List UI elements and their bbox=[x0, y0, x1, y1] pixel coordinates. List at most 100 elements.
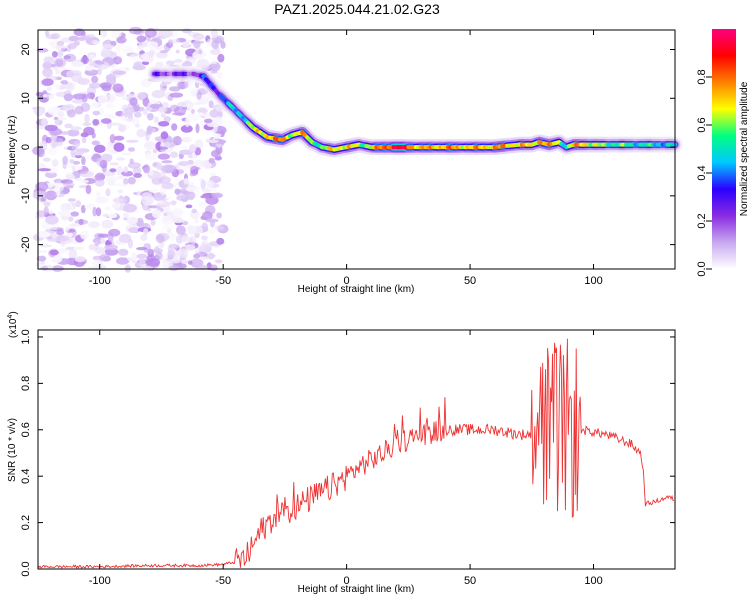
noise-blob bbox=[183, 178, 189, 185]
noise-blob bbox=[123, 166, 128, 173]
noise-blob bbox=[171, 38, 180, 44]
x-tick-label: -100 bbox=[89, 275, 111, 287]
spectrogram-ridge bbox=[146, 65, 683, 158]
snr-line bbox=[37, 338, 674, 569]
noise-blob bbox=[194, 80, 200, 89]
noise-blob bbox=[159, 29, 173, 38]
noise-blob bbox=[155, 234, 165, 244]
noise-blob bbox=[88, 53, 96, 59]
noise-blob bbox=[201, 235, 208, 240]
y-tick-label: 1.0 bbox=[20, 329, 32, 344]
noise-blob bbox=[209, 109, 220, 118]
noise-blob bbox=[118, 248, 129, 256]
noise-blob bbox=[64, 123, 73, 129]
noise-blob bbox=[173, 59, 183, 63]
noise-blob bbox=[206, 122, 218, 127]
noise-blob bbox=[136, 190, 141, 196]
noise-blob bbox=[159, 50, 169, 54]
noise-blob bbox=[65, 226, 70, 233]
noise-blob bbox=[73, 160, 81, 165]
noise-blob bbox=[151, 90, 166, 99]
noise-blob bbox=[112, 83, 124, 93]
noise-blob bbox=[62, 155, 68, 165]
noise-blob bbox=[209, 264, 218, 272]
noise-blob bbox=[116, 36, 127, 44]
noise-blob bbox=[74, 151, 84, 155]
noise-blob bbox=[81, 136, 87, 144]
noise-blob bbox=[157, 200, 165, 205]
noise-blob bbox=[116, 257, 130, 265]
chart-title: PAZ1.2025.044.21.02.G23 bbox=[274, 1, 440, 17]
noise-blob bbox=[196, 59, 210, 69]
noise-blob bbox=[71, 165, 77, 172]
noise-blob bbox=[138, 257, 146, 267]
noise-blob bbox=[215, 106, 227, 112]
noise-blob bbox=[88, 265, 103, 270]
noise-blob bbox=[154, 245, 160, 254]
noise-blob bbox=[116, 165, 123, 176]
noise-blob bbox=[43, 56, 55, 65]
noise-blob bbox=[74, 105, 84, 115]
noise-blob bbox=[72, 93, 87, 100]
noise-blob bbox=[83, 126, 95, 136]
noise-blob bbox=[214, 37, 223, 44]
noise-blob bbox=[36, 231, 51, 238]
noise-blob bbox=[42, 67, 53, 78]
noise-blob bbox=[113, 142, 125, 152]
noise-blob bbox=[88, 40, 94, 45]
noise-blob bbox=[115, 44, 122, 53]
noise-blob bbox=[105, 175, 118, 184]
noise-blob bbox=[71, 144, 79, 151]
noise-blob bbox=[179, 149, 194, 155]
noise-blob bbox=[136, 247, 148, 251]
noise-blob bbox=[178, 248, 189, 258]
noise-blob bbox=[171, 123, 178, 131]
noise-blob bbox=[209, 48, 221, 56]
noise-blob bbox=[38, 191, 47, 198]
noise-blob bbox=[127, 238, 134, 249]
snr-frame bbox=[37, 329, 676, 570]
noise-blob bbox=[72, 246, 85, 251]
noise-blob bbox=[182, 41, 190, 48]
snr-x-label: Height of straight line (km) bbox=[298, 584, 415, 595]
noise-blob bbox=[109, 134, 116, 144]
noise-blob bbox=[68, 249, 78, 259]
colorbar-tick-label: 0.4 bbox=[696, 165, 708, 180]
noise-blob bbox=[60, 202, 71, 212]
x-tick-label: 50 bbox=[464, 275, 476, 287]
noise-blob bbox=[70, 148, 76, 158]
y-tick-label: 20 bbox=[20, 43, 32, 55]
noise-blob bbox=[164, 78, 172, 85]
noise-blob bbox=[158, 176, 171, 184]
noise-blob bbox=[162, 102, 169, 108]
noise-blob bbox=[112, 202, 120, 210]
noise-blob bbox=[189, 210, 200, 220]
noise-blob bbox=[95, 174, 100, 181]
noise-blob bbox=[57, 50, 64, 58]
noise-blob bbox=[85, 184, 92, 195]
noise-blob bbox=[47, 147, 57, 155]
noise-blob bbox=[214, 156, 223, 161]
snr-panel: -100 -50 0 50 100 0.0 0.2 0.4 0.6 0.8 1.0 Height o… bbox=[7, 311, 676, 595]
noise-blob bbox=[190, 109, 195, 114]
noise-blob bbox=[170, 257, 181, 264]
noise-blob bbox=[171, 218, 185, 223]
noise-blob bbox=[94, 144, 106, 153]
noise-blob bbox=[92, 206, 97, 217]
noise-blob bbox=[189, 144, 197, 153]
noise-blob bbox=[198, 144, 204, 148]
snr-multiplier: (x104) bbox=[7, 311, 19, 338]
noise-blob bbox=[202, 93, 214, 99]
colorbar: 0.0 0.2 0.4 0.6 0.8 Normalized spectral ampl… bbox=[696, 29, 750, 277]
noise-blob bbox=[178, 161, 190, 166]
noise-blob bbox=[94, 247, 107, 255]
noise-blob bbox=[46, 225, 58, 230]
noise-blob bbox=[127, 176, 136, 185]
noise-blob bbox=[147, 113, 154, 121]
noise-blob bbox=[163, 206, 172, 212]
noise-blob bbox=[57, 111, 65, 118]
noise-blob bbox=[197, 112, 204, 116]
noise-blob bbox=[71, 61, 84, 68]
noise-blob bbox=[94, 61, 105, 65]
